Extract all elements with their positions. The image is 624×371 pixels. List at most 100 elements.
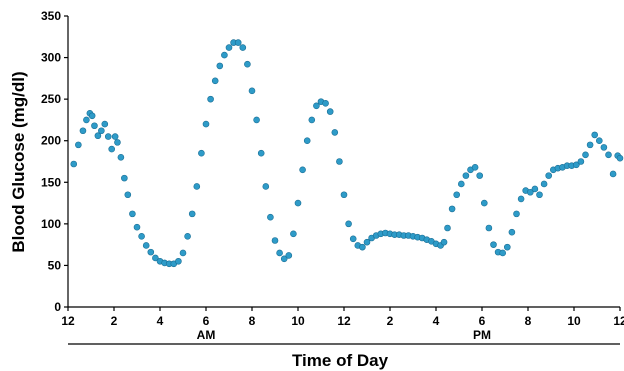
data-point <box>363 238 371 246</box>
data-point <box>121 174 128 182</box>
data-point <box>280 255 288 263</box>
data-point <box>540 180 548 188</box>
y-tick-label: 150 <box>41 175 61 189</box>
data-point <box>207 95 214 103</box>
data-point <box>70 160 78 168</box>
y-tick-label: 350 <box>41 9 61 23</box>
data-point <box>234 39 242 46</box>
y-tick-label: 200 <box>41 134 61 148</box>
data-point <box>216 62 224 70</box>
data-point <box>184 233 191 240</box>
data-point <box>108 145 115 153</box>
data-point <box>499 249 507 257</box>
data-point <box>267 213 274 221</box>
data-point <box>476 172 484 179</box>
data-point <box>448 205 456 213</box>
data-point <box>271 237 279 244</box>
data-point <box>308 116 316 124</box>
x-axis: 12 2 4 6 8 10 12 2 4 6 8 10 12 <box>61 306 624 328</box>
data-points <box>70 39 624 268</box>
data-point <box>124 191 132 199</box>
data-point <box>262 183 270 190</box>
data-point <box>239 44 247 51</box>
period-labels: AM PM <box>197 328 491 342</box>
data-point <box>202 120 210 128</box>
data-point <box>453 191 461 199</box>
data-point <box>480 199 488 207</box>
data-point <box>101 120 109 128</box>
data-point <box>616 154 624 162</box>
x-tick-label: 2 <box>387 314 394 328</box>
data-point <box>313 102 320 110</box>
data-point <box>88 112 96 120</box>
data-point <box>290 230 297 238</box>
y-axis-title: Blood Glucose (mg/dl) <box>9 71 28 252</box>
data-point <box>83 116 90 124</box>
y-tick-label: 0 <box>54 300 61 314</box>
data-point <box>513 210 520 218</box>
data-point <box>175 257 182 265</box>
data-point <box>257 149 265 157</box>
data-point <box>340 191 348 199</box>
x-axis-title: Time of Day <box>292 351 389 370</box>
data-point <box>129 210 136 218</box>
data-point <box>591 131 599 139</box>
data-point <box>582 151 589 159</box>
data-point <box>359 243 366 251</box>
data-point <box>193 183 201 190</box>
data-point <box>133 223 141 231</box>
period-label: PM <box>473 328 491 342</box>
data-point <box>336 158 343 165</box>
data-point <box>331 129 339 136</box>
data-point <box>98 127 105 135</box>
data-point <box>345 220 352 228</box>
data-point <box>471 164 479 171</box>
data-point <box>111 133 119 140</box>
x-tick-label: 2 <box>111 314 118 328</box>
period-label: AM <box>197 328 216 342</box>
x-tick-label: 10 <box>291 314 305 328</box>
data-point <box>276 249 283 257</box>
data-point <box>294 199 302 207</box>
data-point <box>457 180 465 188</box>
data-point <box>91 122 98 130</box>
data-point <box>244 60 251 68</box>
data-point <box>152 254 159 262</box>
data-point <box>485 224 493 232</box>
data-point <box>198 149 205 157</box>
data-point <box>303 137 311 145</box>
data-point <box>285 252 293 259</box>
data-point <box>179 249 187 257</box>
data-point <box>75 141 82 149</box>
y-tick-label: 300 <box>41 51 61 65</box>
data-point <box>595 137 603 145</box>
x-tick-label: 4 <box>157 314 164 328</box>
data-point <box>94 132 102 140</box>
data-point <box>147 248 155 256</box>
y-tick-label: 100 <box>41 217 61 231</box>
data-point <box>440 238 448 246</box>
data-point <box>299 166 306 174</box>
x-tick-label: 8 <box>525 314 532 328</box>
data-point <box>572 161 580 169</box>
x-tick-label: 12 <box>61 314 75 328</box>
data-point <box>531 185 539 193</box>
x-tick-label: 4 <box>433 314 440 328</box>
x-tick-label: 12 <box>613 314 624 328</box>
data-point <box>526 188 534 196</box>
data-point <box>577 158 585 165</box>
x-tick-label: 6 <box>203 314 210 328</box>
data-point <box>326 108 334 115</box>
data-point <box>545 172 553 179</box>
y-axis: 0 50 100 150 200 250 300 350 <box>41 9 69 314</box>
data-point <box>253 116 260 124</box>
data-point <box>605 151 612 159</box>
y-tick-label: 50 <box>48 258 62 272</box>
data-point <box>462 172 470 179</box>
data-point <box>349 235 357 243</box>
data-point <box>600 144 608 151</box>
data-point <box>114 139 121 146</box>
x-tick-label: 10 <box>567 314 581 328</box>
data-point <box>117 154 125 161</box>
